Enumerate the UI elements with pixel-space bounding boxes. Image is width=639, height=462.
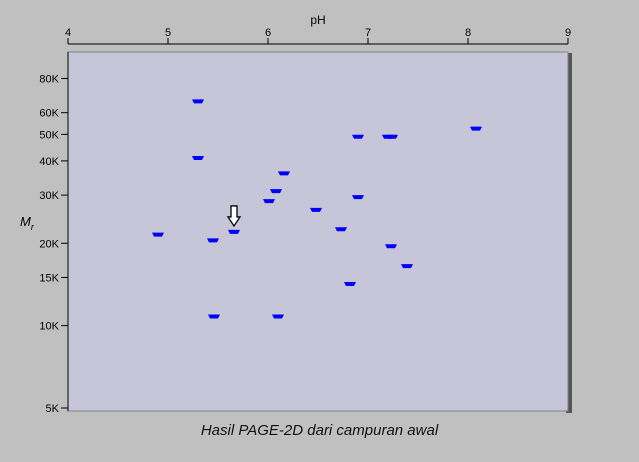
gel-spot xyxy=(386,134,398,139)
gel-spot xyxy=(152,232,164,237)
gel-spot xyxy=(263,199,275,204)
gel-spot xyxy=(270,189,282,194)
gel-spot xyxy=(335,227,347,232)
gel-spot xyxy=(385,244,397,249)
y-tick-label: 80K xyxy=(39,74,59,86)
y-tick-label: 15K xyxy=(39,272,59,284)
y-tick-label: 50K xyxy=(39,129,59,141)
gel-spot xyxy=(192,99,204,104)
x-axis-label: pH xyxy=(310,13,325,27)
y-ticks: 80K 60K 50K 40K 30K 20K 15K 10K 5K xyxy=(39,74,68,415)
gel-spot xyxy=(401,264,413,269)
gel-spot xyxy=(310,207,322,212)
gel-spot xyxy=(192,155,204,160)
gel-spot xyxy=(208,314,220,319)
gel-spot xyxy=(352,195,364,200)
x-tick-label: 7 xyxy=(365,27,371,39)
x-tick-label: 8 xyxy=(465,27,471,39)
x-tick-label: 9 xyxy=(565,27,571,39)
y-axis-label: Mr xyxy=(20,214,35,232)
y-axis-label-main: M xyxy=(20,214,31,229)
gel-spot xyxy=(352,134,364,139)
gel-spots xyxy=(152,99,482,319)
chart-caption: Hasil PAGE-2D dari campuran awal xyxy=(200,422,439,439)
y-tick-label: 20K xyxy=(39,238,59,250)
arrow-annotation xyxy=(226,205,242,228)
gel-spot xyxy=(272,314,284,319)
x-tick-label: 4 xyxy=(65,27,71,39)
down-arrow-icon xyxy=(226,205,242,228)
gel-spot xyxy=(278,171,290,176)
y-tick-label: 5K xyxy=(46,403,60,415)
x-tick-label: 5 xyxy=(165,27,171,39)
y-tick-label: 10K xyxy=(39,321,59,333)
y-tick-label: 60K xyxy=(39,108,59,120)
y-tick-label: 30K xyxy=(39,190,59,202)
x-ticks: 4 5 6 7 8 9 xyxy=(65,27,571,44)
y-axis-label-sub: r xyxy=(31,222,35,232)
plot-shadow xyxy=(566,53,572,413)
gel-spot xyxy=(207,238,219,243)
x-tick-label: 6 xyxy=(265,27,271,39)
gel-spot xyxy=(470,126,482,131)
plot-area xyxy=(67,51,569,412)
y-tick-label: 40K xyxy=(39,156,59,168)
gel-spot xyxy=(228,229,240,234)
gel-spot xyxy=(344,281,356,286)
